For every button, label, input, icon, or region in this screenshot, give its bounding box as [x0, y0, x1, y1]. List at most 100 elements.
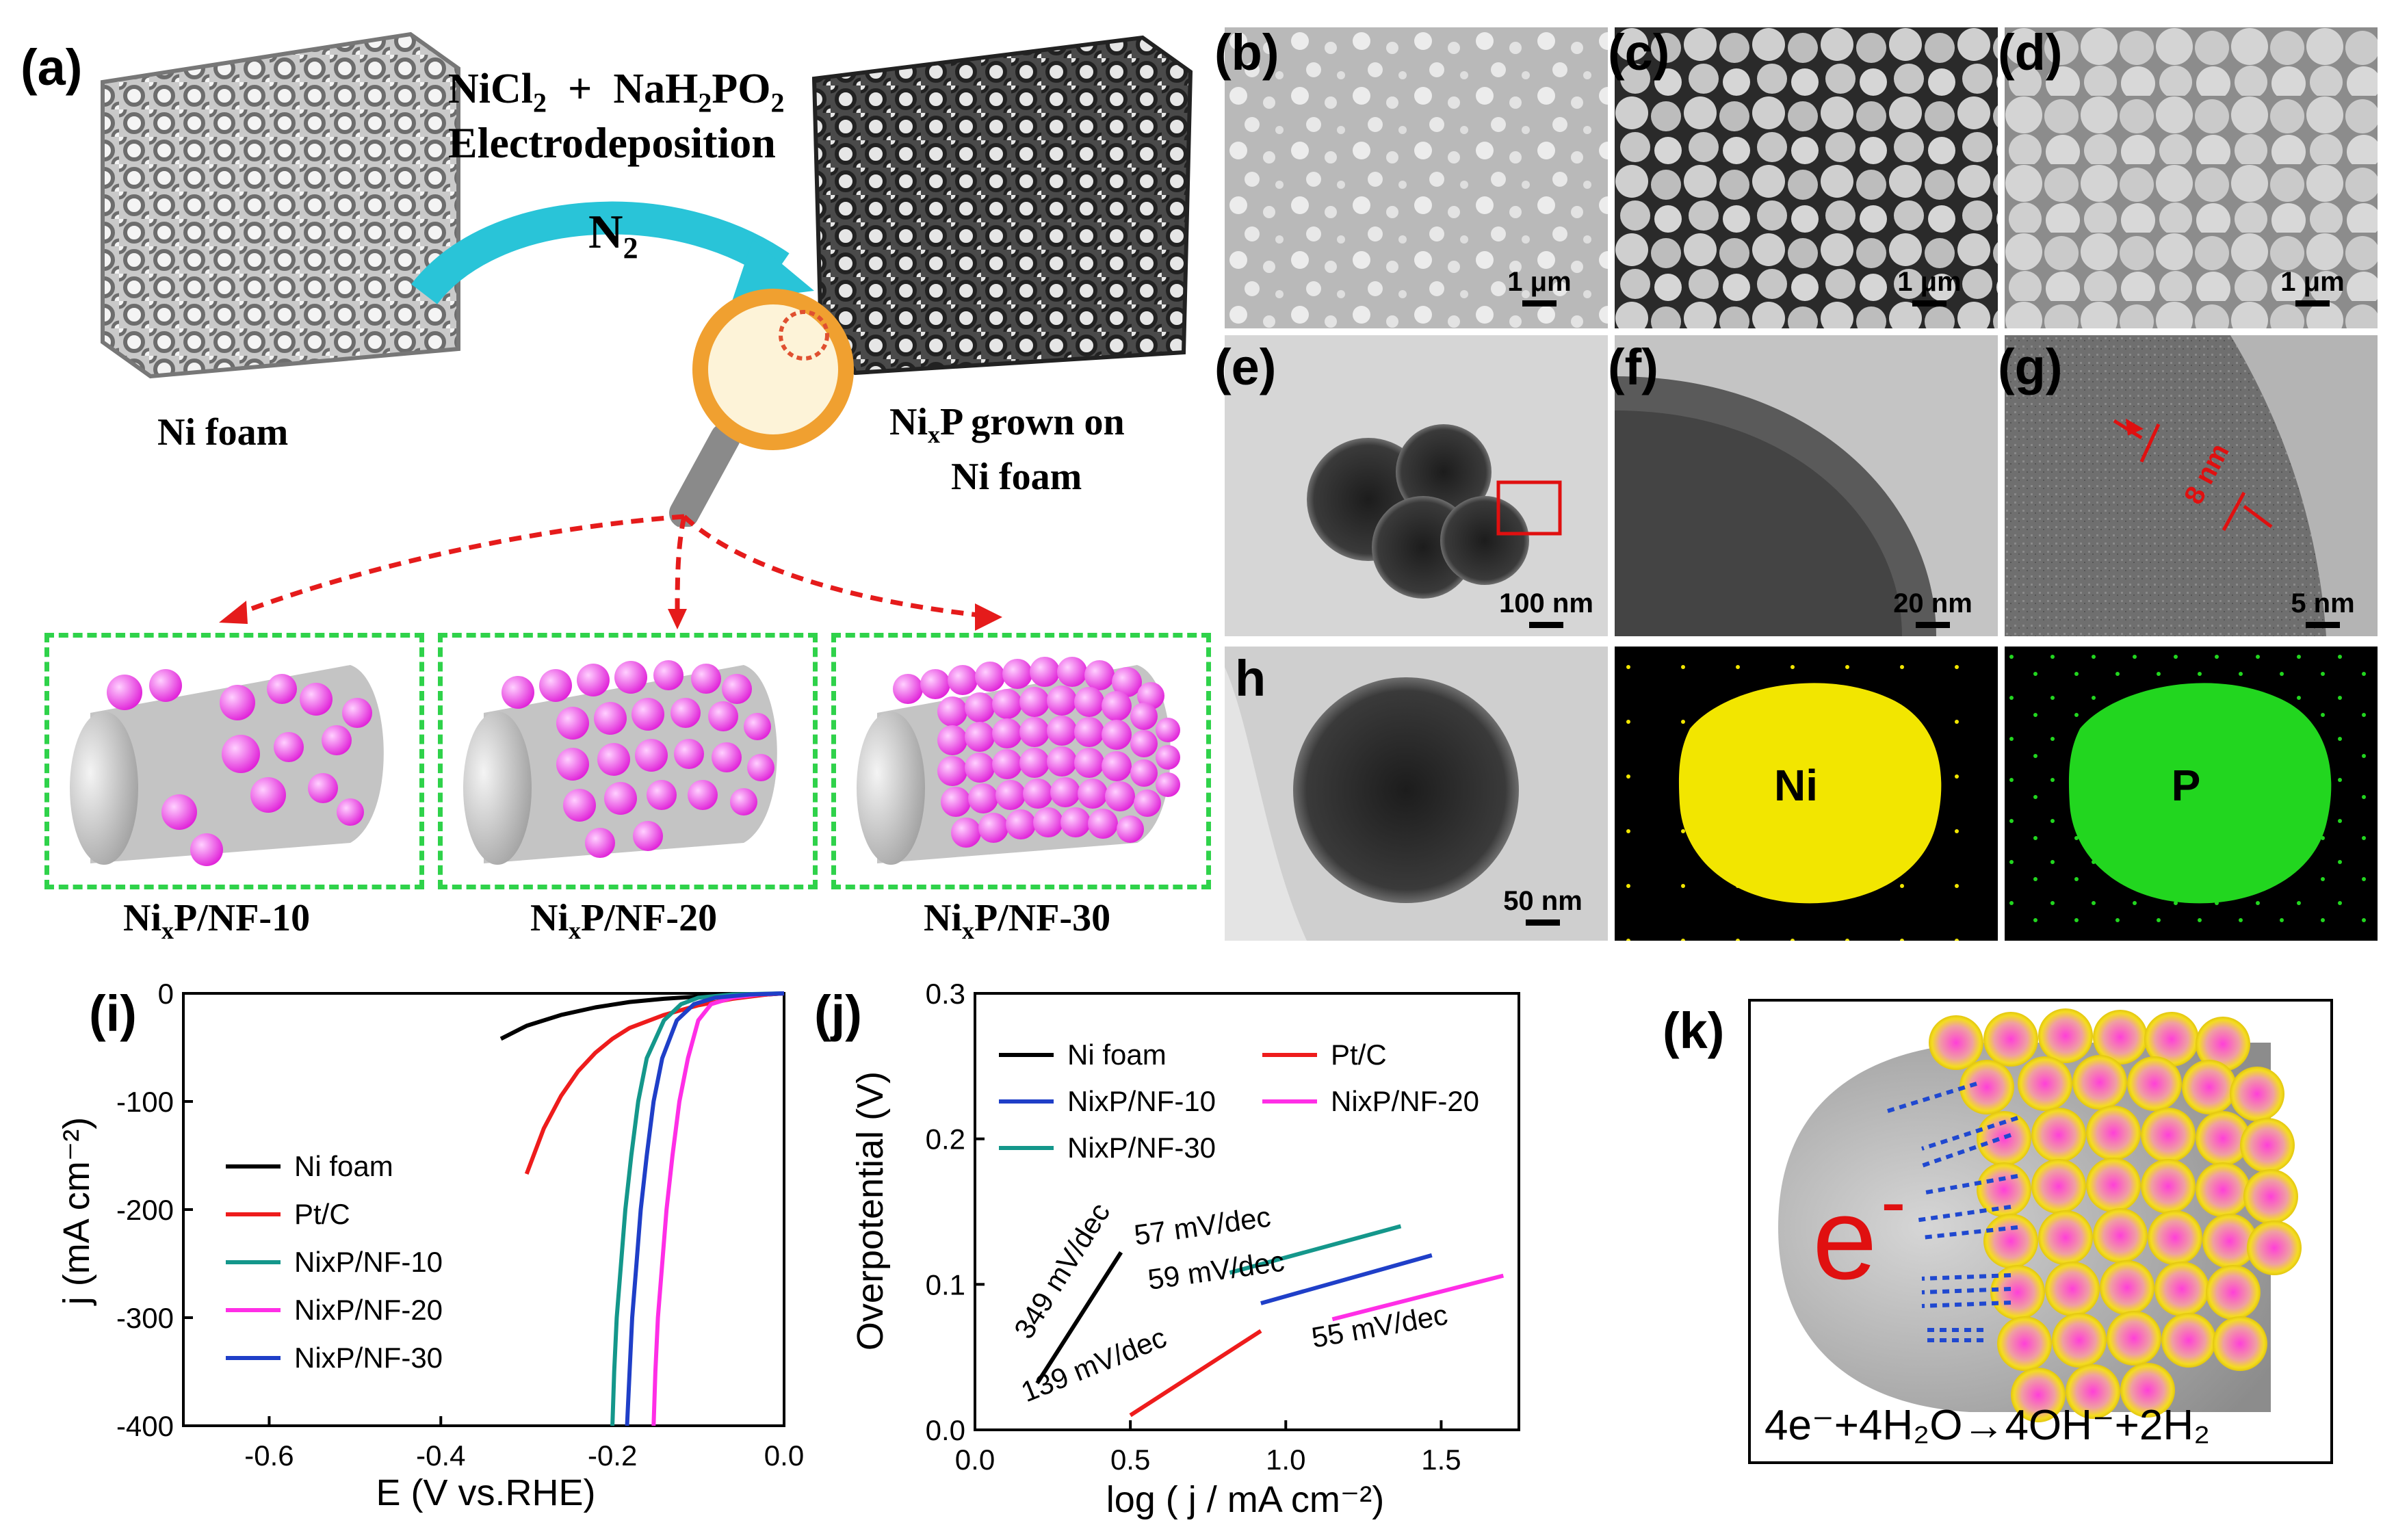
series-line-ni-foam: [1035, 1251, 1123, 1385]
x-tick-label: 0.0: [764, 1439, 804, 1472]
catalyst-particle: [2141, 1108, 2196, 1162]
nixp-nf-20-illustration: [463, 660, 777, 865]
sem-c-texture: [1615, 27, 1998, 328]
scale-bar-g: 5 nm: [2285, 588, 2360, 628]
catalyst-particle: [2141, 1159, 2196, 1214]
tem-image-e: [1225, 335, 1608, 636]
x-tick-label: -0.2: [588, 1439, 637, 1472]
sample-label-30-sub: x: [962, 917, 974, 945]
slope-annotation: 59 mV/dec: [1146, 1244, 1286, 1295]
sample-label-30: NixP/NF-30: [924, 896, 1110, 945]
catalyst-particle: [2011, 1368, 2066, 1422]
scale-bar-c-line: [1912, 300, 1946, 306]
panel-label-h: h: [1235, 650, 1266, 707]
sample-label-20: NixP/NF-20: [530, 896, 717, 945]
tafel-x-axis-label: log ( j / mA cm⁻²): [1106, 1479, 1385, 1520]
hrtem-image-g: 8 nm: [2005, 335, 2378, 636]
eds-ni-label: Ni: [1774, 761, 1818, 810]
eds-map-p: P: [2005, 647, 2378, 941]
gas-sub: 2: [623, 231, 638, 265]
y-tick-label: 0: [158, 978, 174, 1010]
series-line-nixp-nf-20: [651, 991, 785, 1426]
series-line-nixp-nf-20: [1331, 1273, 1505, 1322]
series-line-nixp-nf-30: [625, 991, 785, 1426]
scale-bar-e-label: 100 nm: [1499, 588, 1593, 618]
catalyst-particle: [2045, 1262, 2100, 1316]
lsv-plot-frame: [182, 992, 785, 1427]
catalyst-particle: [2127, 1056, 2182, 1111]
catalyst-particles: [1929, 1008, 2302, 1422]
scale-bar-f: 20 nm: [1878, 588, 1988, 628]
slope-annotation: 349 mV/dec: [1008, 1197, 1117, 1344]
lsv-legend: Ni foam Pt/C NixP/NF-10 NixP/NF-20 NixP/NF-3…: [226, 1150, 443, 1374]
scale-bar-b: 1 μm: [1492, 267, 1587, 306]
y-tick-label: 0.0: [926, 1414, 965, 1446]
ni-foam-label: Ni foam: [157, 411, 289, 454]
sample-label-20-sub: x: [569, 917, 581, 945]
scale-bar-b-line: [1522, 300, 1557, 306]
lsv-x-axis-label: E (V vs.RHE): [376, 1472, 595, 1513]
tafel-series: [1035, 1224, 1505, 1418]
nixp-grown-sub: x: [928, 421, 940, 449]
catalyst-particle: [2202, 1214, 2257, 1268]
gas-label: N2: [588, 205, 638, 265]
catalyst-particle: [2072, 1055, 2127, 1110]
reaction-reagents: NiCl2 + NaH2PO2: [448, 65, 784, 118]
scale-bar-d: 1 μm: [2265, 267, 2360, 306]
series-line-ni-foam: [499, 991, 785, 1041]
catalyst-particle: [2107, 1311, 2161, 1366]
reagent-2-sub2: 2: [770, 87, 785, 118]
sem-d-texture: [2005, 27, 2378, 328]
nixp-nf-10-illustration: [70, 665, 384, 866]
catalyst-particle: [2196, 1111, 2250, 1166]
scale-bar-d-line: [2295, 300, 2330, 306]
x-tick-label: 1.0: [1266, 1444, 1305, 1476]
catalyst-particle: [1983, 1214, 2038, 1268]
catalyst-particle: [1959, 1060, 2014, 1114]
sem-image-c: [1615, 27, 1998, 328]
reagent-2-sub1: 2: [698, 87, 712, 118]
lsv-series: [499, 991, 785, 1426]
eds-ni-texture: Ni: [1615, 647, 1998, 941]
tafel-plot-frame: [974, 992, 1520, 1431]
catalyst-particle: [2018, 1056, 2072, 1111]
catalyst-particle: [2038, 1210, 2093, 1265]
x-tick-label: -0.6: [244, 1439, 294, 1472]
reaction-equation: 4e⁻+4H₂O→4OH⁻+2H₂: [1765, 1402, 2210, 1449]
tafel-legend: Ni foam Pt/C NixP/NF-10 NixP/NF-20 NixP/NF-3…: [999, 1039, 1479, 1164]
magnifier-icon: [669, 289, 854, 527]
y-tick-label: 0.1: [926, 1268, 965, 1301]
legend-label-nixp-nf-30: NixP/NF-30: [294, 1342, 443, 1374]
catalyst-particle: [2086, 1106, 2141, 1160]
y-tick-label: 0.3: [926, 978, 965, 1010]
sample-label-10-post: P/NF-10: [174, 897, 311, 939]
process-arrow: [411, 201, 814, 305]
y-tick-label: -100: [116, 1086, 174, 1118]
catalyst-particle: [2100, 1260, 2154, 1315]
series-line-nixp-nf-30: [1229, 1224, 1402, 1275]
sample-box-30: [831, 633, 1211, 889]
electron-flow-arrows: [1887, 1082, 2018, 1342]
sample-label-10-sub: x: [161, 917, 174, 945]
scale-bar-f-label: 20 nm: [1893, 588, 1972, 618]
nixp-grown-suffix: P grown on: [940, 401, 1125, 443]
nixp-grown-prefix: Ni: [889, 401, 928, 443]
catalyst-particle: [2086, 1158, 2141, 1212]
scale-bar-e: 100 nm: [1478, 588, 1615, 628]
nixp-grown-label-line2: Ni foam: [951, 456, 1082, 498]
scale-bar-h-line: [1526, 919, 1560, 926]
legend-label-pt-c: Pt/C: [294, 1198, 350, 1230]
electron-sign: -: [1881, 1160, 1906, 1244]
panel-label-j: (j): [814, 985, 862, 1042]
scale-bar-g-line: [2306, 622, 2340, 628]
catalyst-particle: [2196, 1162, 2250, 1217]
catalyst-particle: [2093, 1010, 2148, 1065]
branch-arrows: [219, 514, 1002, 631]
tem-h-particle: [1225, 647, 1608, 941]
reagent-1-sub: 2: [533, 87, 547, 118]
slope-annotation: 57 mV/dec: [1132, 1200, 1273, 1251]
sample-box-10: [44, 633, 424, 889]
eds-p-label: P: [2172, 761, 2201, 810]
lsv-y-axis-label: j (mA cm⁻²): [56, 1117, 97, 1306]
panel-label-c: (c): [1608, 24, 1670, 81]
